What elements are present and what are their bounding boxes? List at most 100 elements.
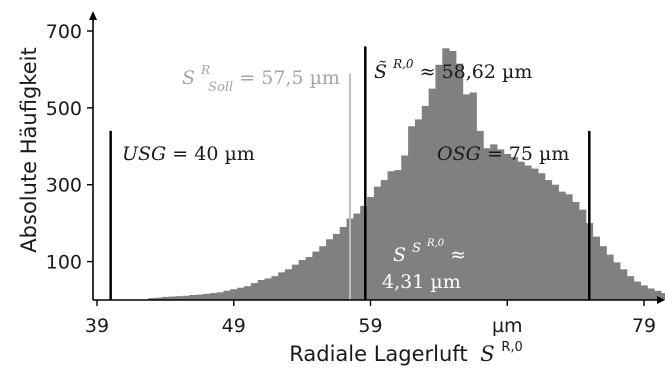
usg-name: USG	[122, 143, 166, 165]
histogram-bar	[161, 296, 170, 300]
histogram-bar	[455, 63, 464, 300]
histogram-bar	[633, 281, 641, 300]
histogram-bar	[387, 171, 395, 300]
histogram-bar	[373, 186, 382, 300]
histogram-bar	[339, 226, 347, 300]
histogram-bar	[490, 144, 498, 300]
histogram-bar	[613, 262, 621, 300]
spread-rest: ≈	[450, 244, 466, 266]
histogram-bar	[503, 153, 512, 300]
histogram-bar	[196, 294, 204, 300]
x-axis-title: Radiale Lagerluft S R,0	[289, 340, 523, 366]
histogram-bar	[572, 202, 580, 300]
histogram-bar	[408, 126, 416, 300]
y-tick-label: 300	[46, 175, 82, 197]
histogram-bar	[592, 236, 600, 300]
histogram-bars	[148, 48, 665, 301]
histogram-bar	[531, 168, 539, 300]
histogram-bar	[442, 48, 450, 300]
histogram-bar	[250, 283, 259, 300]
histogram-bar	[182, 295, 190, 300]
histogram-bar	[599, 246, 607, 300]
y-tick-label: 100	[46, 252, 82, 274]
histogram-bar	[367, 197, 375, 300]
histogram-bar	[394, 170, 402, 300]
histogram-bar	[305, 256, 313, 300]
median-rest: ≈ 58,62 µm	[420, 61, 533, 83]
histogram-bar	[469, 92, 477, 300]
osg-name: OSG	[437, 143, 481, 165]
histogram-bar	[565, 194, 573, 300]
spread-annotation-line2: 4,31 µm	[382, 271, 461, 293]
y-axis-title: Absolute Häufigkeit	[17, 47, 41, 252]
histogram-bar	[496, 149, 505, 300]
histogram-bar	[606, 254, 614, 300]
y-axis-arrow	[89, 11, 97, 20]
histogram-bar	[298, 260, 306, 300]
spread-annotation-line1: S S R,0 ≈	[393, 229, 466, 266]
histogram-bar	[538, 173, 546, 300]
histogram-bar	[291, 264, 300, 300]
soll-sup: R	[200, 63, 210, 77]
histogram-bar	[278, 272, 286, 300]
histogram-bar	[155, 297, 163, 300]
histogram-bar	[620, 269, 628, 300]
histogram-bar	[462, 94, 471, 301]
histogram-bar	[661, 293, 665, 300]
histogram-bar	[271, 276, 279, 300]
usg-rest: = 40 µm	[172, 143, 255, 165]
histogram-bar	[319, 246, 327, 300]
x-tick-label: 49	[222, 315, 246, 337]
histogram-bar	[510, 157, 518, 300]
histogram-bar	[332, 233, 341, 300]
x-ticks: 39 49 59 µm 79	[85, 300, 656, 337]
soll-sub: Soll	[208, 80, 233, 95]
histogram-bar	[326, 239, 334, 300]
spread-supsup: R,0	[426, 238, 445, 249]
histogram-bar	[175, 296, 183, 300]
x-tick-label: 59	[358, 315, 382, 337]
histogram-bar	[148, 298, 156, 300]
histogram-bar	[544, 180, 553, 300]
x-tick-label: 39	[85, 315, 109, 337]
spread-symbol: S	[393, 244, 406, 266]
histogram-bar	[360, 205, 368, 300]
x-axis-arrow	[657, 296, 665, 304]
histogram-bar	[654, 290, 662, 300]
x-tick-label: µm	[492, 315, 523, 337]
histogram-bar	[551, 184, 559, 300]
y-tick-label: 500	[46, 98, 82, 120]
median-annotation: S̃ R,0 ≈ 58,62 µm	[374, 51, 532, 83]
osg-annotation: OSG = 75 µm	[437, 143, 569, 165]
usg-annotation: USG = 40 µm	[122, 143, 255, 165]
histogram-bar	[285, 269, 293, 300]
soll-annotation: S R Soll = 57,5 µm	[182, 57, 340, 96]
median-sup: R,0	[392, 57, 414, 71]
histogram-bar	[428, 88, 436, 301]
histogram-bar	[517, 161, 525, 300]
histogram-bar	[414, 119, 423, 300]
histogram-bar	[264, 278, 272, 300]
histogram-bar	[579, 209, 587, 300]
y-ticks: 100 300 500 700	[46, 21, 93, 274]
histogram-bar	[647, 288, 655, 300]
histogram-bar	[483, 148, 491, 300]
histogram-bar	[421, 105, 430, 300]
histogram-bar	[640, 285, 648, 300]
histogram-bar	[209, 293, 218, 300]
histogram-bar	[476, 130, 484, 300]
histogram-bar	[558, 191, 566, 300]
histogram-bar	[449, 50, 457, 301]
histogram-bar	[257, 280, 265, 300]
histogram-bar	[524, 165, 532, 300]
histogram-bar	[168, 296, 177, 300]
x-axis-title-sup: R,0	[501, 340, 522, 355]
histogram-bar	[626, 276, 635, 300]
histogram-bar	[435, 64, 443, 301]
median-symbol: S̃	[374, 61, 387, 83]
histogram-bar	[312, 251, 320, 300]
soll-rest: = 57,5 µm	[239, 67, 340, 89]
histogram-bar	[202, 293, 211, 300]
osg-rest: = 75 µm	[487, 143, 570, 165]
